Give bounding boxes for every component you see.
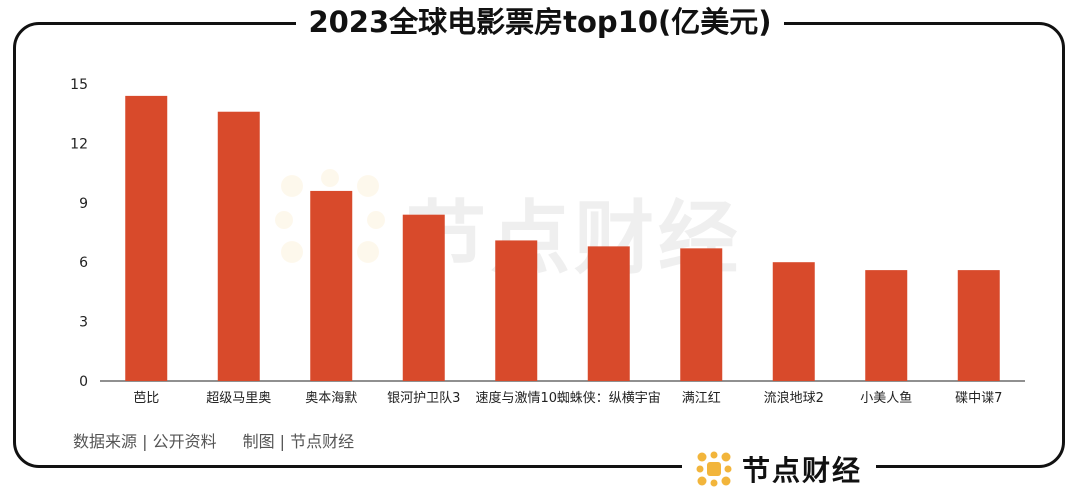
brand-logo-icon	[696, 451, 732, 487]
made-by-text: 制图 | 节点财经	[242, 432, 355, 451]
title-bar: 2023全球电影票房top10(亿美元)	[0, 0, 1080, 44]
x-tick-label: 银河护卫队3	[387, 391, 460, 406]
x-axis: 芭比 超级马里奥 奥本海默 银河护卫队3 速度与激情10 蜘蛛侠：纵横宇宙 满江红 流浪地球2…	[133, 390, 1002, 406]
x-tick-label: 蜘蛛侠：纵横宇宙	[557, 391, 661, 406]
bar	[865, 270, 908, 381]
x-tick-label: 超级马里奥	[206, 391, 271, 406]
bar	[957, 270, 1000, 381]
x-tick-label: 芭比	[133, 391, 159, 406]
bar	[680, 248, 723, 381]
x-tick-label: 速度与激情10	[475, 390, 557, 406]
x-tick-label: 奥本海默	[305, 390, 357, 406]
bar	[772, 262, 815, 381]
brand-badge: 节点财经	[682, 446, 876, 492]
y-tick-label: 3	[79, 315, 88, 331]
y-tick-label: 6	[79, 255, 88, 271]
y-tick-label: 15	[70, 77, 88, 93]
brand-name: 节点财经	[741, 454, 862, 487]
y-axis: 0 3 6 9 12 15	[70, 77, 88, 390]
bar	[587, 246, 630, 381]
source-text: 数据来源 | 公开资料	[73, 432, 217, 451]
x-tick-label: 流浪地球2	[764, 391, 824, 406]
x-tick-label: 碟中谍7	[955, 391, 1002, 406]
bars	[125, 95, 1000, 381]
bar	[125, 95, 168, 381]
x-tick-label: 小美人鱼	[860, 390, 912, 406]
y-tick-label: 9	[79, 196, 88, 212]
y-tick-label: 0	[79, 374, 88, 390]
y-tick-label: 12	[70, 136, 88, 152]
bar	[495, 240, 538, 381]
bar	[310, 190, 353, 381]
footer-source: 数据来源 | 公开资料 制图 | 节点财经	[73, 428, 354, 452]
bar	[402, 214, 445, 381]
x-tick-label: 满江红	[682, 390, 721, 406]
chart-title: 2023全球电影票房top10(亿美元)	[296, 0, 784, 44]
bar	[217, 111, 260, 381]
